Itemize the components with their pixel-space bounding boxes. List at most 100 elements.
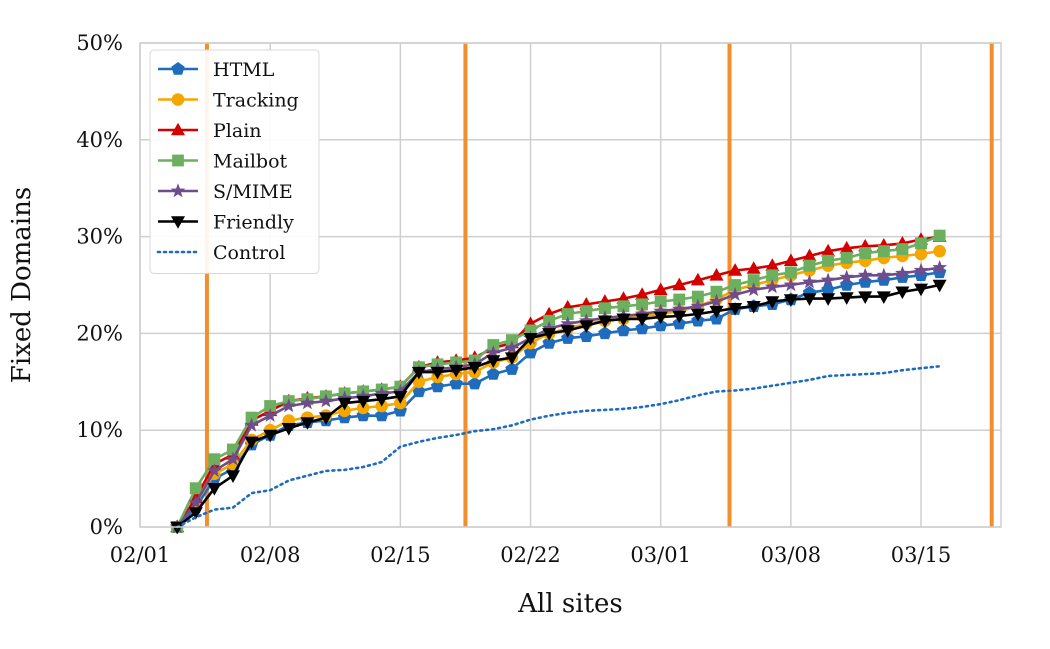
data-point-friendly <box>709 305 724 319</box>
plot-frame <box>139 42 1002 528</box>
series-control <box>175 364 941 529</box>
data-point-s-mime <box>560 316 575 330</box>
data-point-plain <box>765 258 780 271</box>
data-point-plain <box>746 261 761 274</box>
data-point-friendly <box>337 397 352 411</box>
data-point-friendly <box>728 303 743 316</box>
data-point-html <box>616 323 631 337</box>
data-point-s-mime <box>634 306 650 321</box>
data-point-friendly <box>281 423 296 436</box>
data-point-friendly <box>542 328 557 341</box>
data-point-html <box>542 336 556 349</box>
data-point-friendly <box>895 286 910 300</box>
data-point-html <box>523 345 538 359</box>
data-point-friendly <box>263 429 278 443</box>
x-tick-label: 02/08 <box>240 543 301 567</box>
legend-marker <box>171 122 185 136</box>
data-point-friendly <box>932 279 947 293</box>
data-point-plain <box>839 240 854 254</box>
data-point-html <box>430 379 445 393</box>
data-point-s-mime <box>207 463 222 478</box>
data-point-mailbot <box>747 274 760 287</box>
data-point-friendly <box>653 311 668 325</box>
data-point-plain <box>802 248 817 262</box>
data-point-s-mime <box>727 287 743 301</box>
data-point-plain <box>672 277 687 291</box>
data-point-friendly <box>319 412 333 425</box>
data-point-friendly <box>839 292 854 305</box>
data-point-mailbot <box>506 334 518 347</box>
data-point-s-mime <box>690 298 706 313</box>
data-point-s-mime <box>895 265 910 280</box>
x-tick-label: 03/01 <box>630 543 691 567</box>
data-point-friendly <box>449 364 464 378</box>
y-tick-label: 10% <box>76 418 123 442</box>
data-point-mailbot <box>487 339 500 351</box>
data-point-mailbot <box>822 254 834 267</box>
legend-label: Control <box>213 242 285 264</box>
data-point-mailbot <box>691 290 704 303</box>
x-tick-label: 03/15 <box>891 543 952 567</box>
legend-item-friendly: Friendly <box>158 212 294 234</box>
legend-marker <box>170 183 186 198</box>
data-point-friendly <box>226 470 240 483</box>
data-point-friendly <box>411 366 426 380</box>
data-point-friendly <box>207 483 222 496</box>
legend-label: Tracking <box>213 90 299 112</box>
data-point-html <box>579 329 593 342</box>
data-point-html <box>412 384 426 398</box>
data-point-html <box>375 408 389 422</box>
series-s-mime <box>169 259 947 534</box>
data-point-plain <box>709 268 724 281</box>
y-tick-label: 30% <box>76 225 123 249</box>
x-tick-label: 03/08 <box>761 543 822 567</box>
legend-item-html: HTML <box>158 59 275 81</box>
legend-item-tracking: Tracking <box>158 90 299 112</box>
tick-labels: 02/01 02/08 02/15 02/22 03/01 03/08 03/15 0% 10%… <box>76 31 951 567</box>
x-tick-label: 02/01 <box>110 543 171 567</box>
data-point-html <box>598 326 612 340</box>
data-point-s-mime <box>579 313 594 327</box>
data-point-mailbot <box>784 266 797 279</box>
data-point-s-mime <box>188 495 204 509</box>
legend-item-s-mime: S/MIME <box>158 181 293 203</box>
data-point-mailbot <box>561 308 574 320</box>
y-tick-label: 50% <box>76 31 123 55</box>
data-point-s-mime <box>783 277 799 292</box>
data-point-plain <box>821 243 836 257</box>
y-tick-label: 0% <box>90 515 123 539</box>
data-point-mailbot <box>654 295 667 308</box>
data-point-mailbot <box>915 237 927 250</box>
data-point-friendly <box>486 355 501 368</box>
data-point-mailbot <box>840 251 853 264</box>
data-point-friendly <box>244 436 259 450</box>
data-point-friendly <box>188 507 203 520</box>
data-point-tracking <box>933 244 946 258</box>
data-point-s-mime <box>876 267 892 282</box>
data-point-friendly <box>560 325 575 338</box>
data-point-s-mime <box>337 390 352 405</box>
data-point-friendly <box>783 294 798 307</box>
x-tick-label: 02/15 <box>370 543 431 567</box>
data-point-s-mime <box>244 417 259 432</box>
legend: HTML Tracking Plain Mailbot S/MIME Friendly Co… <box>149 49 320 274</box>
y-axis-title: Fixed Domains <box>7 187 37 383</box>
data-point-mailbot <box>859 247 872 259</box>
data-point-html <box>654 318 668 332</box>
data-point-html <box>449 376 463 390</box>
data-point-s-mime <box>653 303 668 318</box>
data-point-mailbot <box>543 314 556 327</box>
data-point-friendly <box>802 293 817 306</box>
data-point-friendly <box>635 313 650 327</box>
data-point-html <box>468 376 482 390</box>
data-point-friendly <box>356 395 371 409</box>
data-point-s-mime <box>672 301 687 316</box>
data-point-mailbot <box>877 245 890 258</box>
data-point-mailbot <box>933 229 946 242</box>
legend-item-plain: Plain <box>158 120 262 142</box>
data-point-tracking <box>412 375 426 389</box>
data-point-s-mime <box>820 272 836 287</box>
data-point-s-mime <box>802 274 817 289</box>
data-point-s-mime <box>541 320 557 335</box>
data-point-s-mime <box>913 262 929 277</box>
